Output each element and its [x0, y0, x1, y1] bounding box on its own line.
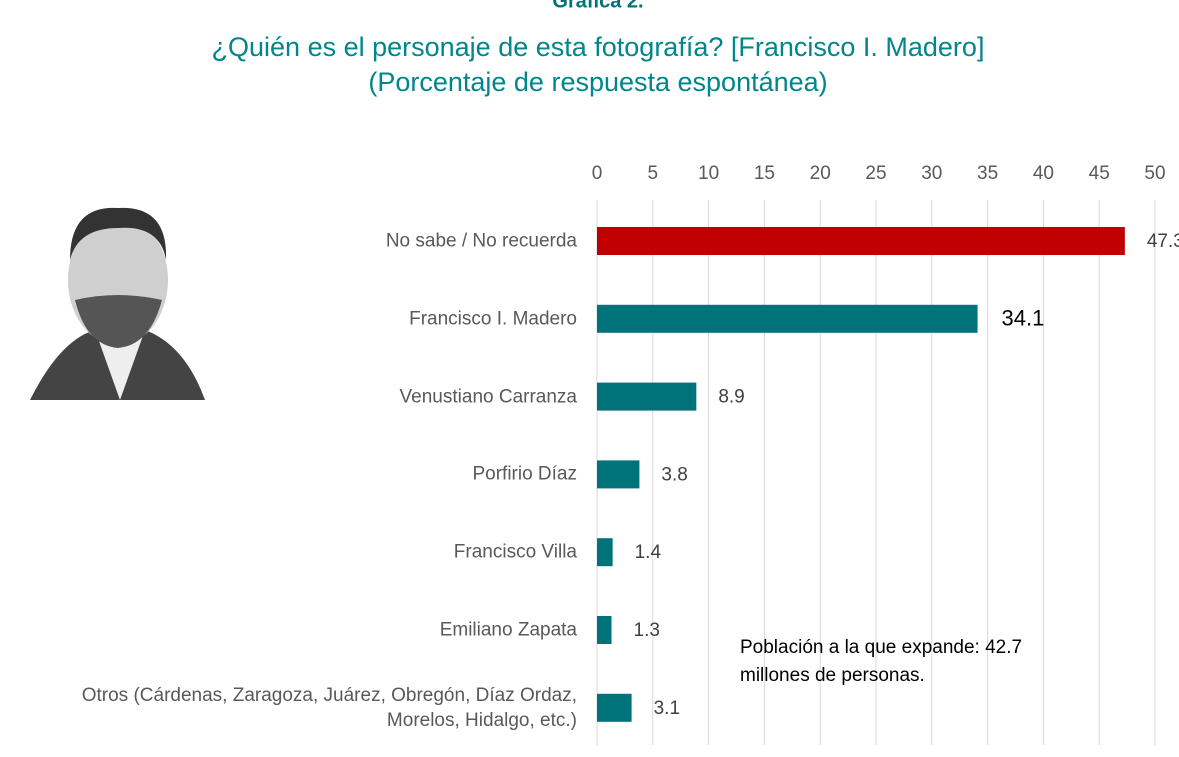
x-tick-label: 45	[1089, 163, 1110, 184]
portrait	[30, 207, 205, 400]
heading: Gráfica 2.	[552, 0, 643, 12]
bar	[597, 382, 697, 411]
value-label: 3.8	[661, 464, 687, 485]
bar	[597, 460, 640, 489]
x-tick-label: 35	[977, 163, 998, 184]
category-label: Venustiano Carranza	[399, 386, 577, 408]
value-label: 1.4	[635, 542, 662, 563]
x-tick-label: 30	[921, 163, 942, 184]
category-label: Porfirio Díaz	[472, 463, 577, 485]
bar	[597, 538, 613, 567]
x-tick-label: 20	[810, 163, 831, 184]
bar	[597, 616, 612, 644]
x-tick-label: 5	[648, 163, 659, 184]
value-label: 1.3	[634, 620, 660, 641]
category-label: Francisco I. Madero	[409, 308, 577, 330]
x-tick-label: 40	[1033, 163, 1054, 184]
value-label: 3.1	[654, 698, 680, 719]
chart-title: ¿Quién es el personaje de esta fotografí…	[212, 32, 985, 62]
value-label: 34.1	[1002, 306, 1045, 331]
category-label: Francisco Villa	[453, 541, 577, 563]
x-tick-label: 10	[698, 163, 719, 184]
value-label: 8.9	[718, 387, 744, 408]
x-tick-label: 50	[1144, 163, 1165, 184]
x-tick-label: 25	[865, 163, 886, 184]
x-tick-label: 15	[754, 163, 775, 184]
bar	[597, 304, 978, 333]
value-label: 47.3	[1147, 231, 1179, 252]
category-label: No sabe / No recuerda	[385, 230, 577, 252]
annotation: Población a la que expande: 42.7	[740, 637, 1022, 658]
bar	[597, 693, 632, 722]
category-label: Emiliano Zapata	[439, 619, 577, 641]
category-label: Otros (Cárdenas, Zaragoza, Juárez, Obreg…	[81, 684, 577, 731]
chart-subtitle: (Porcentaje de respuesta espontánea)	[368, 67, 827, 97]
annotation: millones de personas.	[740, 665, 925, 686]
x-tick-label: 0	[592, 163, 603, 184]
bar	[597, 227, 1125, 255]
